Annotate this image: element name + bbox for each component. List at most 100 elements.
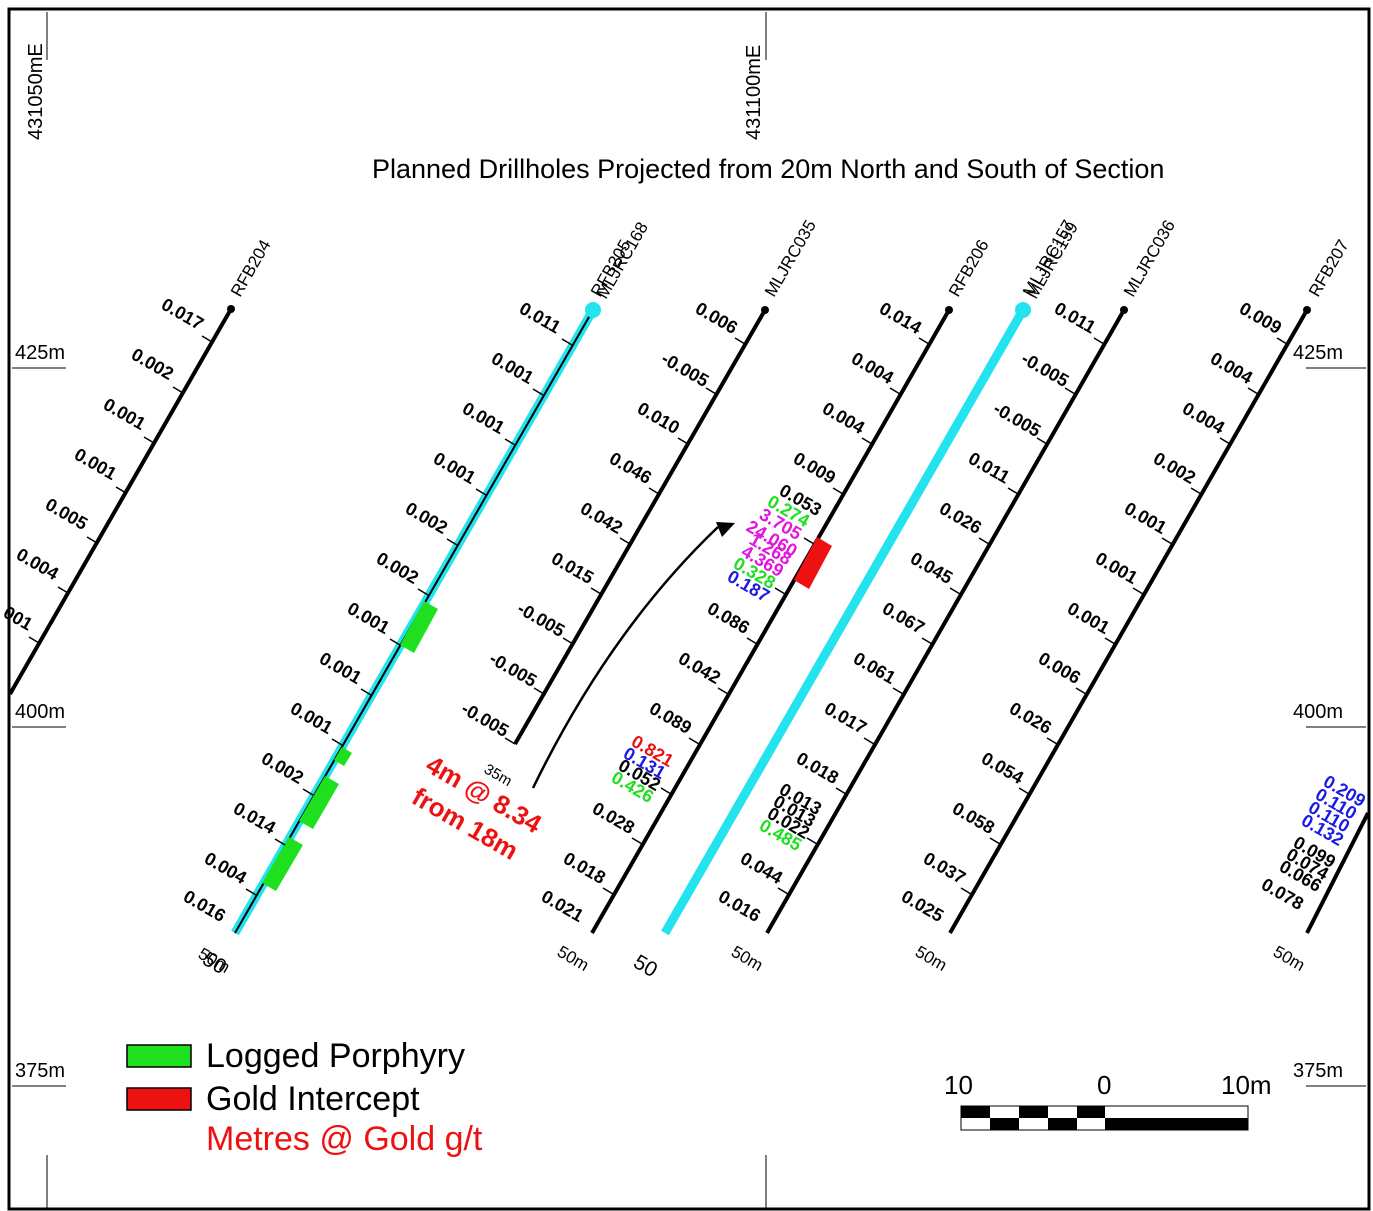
elev-label-425-left: 425m — [15, 342, 65, 364]
assay-value: 0.002 — [128, 344, 177, 384]
assay-value: 0.001 — [488, 348, 537, 388]
porphyry-interval — [400, 601, 438, 653]
scale-bar: 10 0 10m — [944, 1070, 1272, 1131]
assay-value: -0.005 — [990, 398, 1044, 441]
assay-value: 0.044 — [737, 848, 786, 888]
assay-value: 0.001 — [287, 698, 336, 738]
collar-marker — [1120, 306, 1128, 314]
assay-value: 0.045 — [907, 548, 956, 588]
assay-value: 0.001 — [459, 398, 508, 438]
assay-value: 0.001 — [1121, 498, 1170, 538]
assay-value: 0.054 — [978, 748, 1027, 788]
assay-value: 0.009 — [1236, 298, 1285, 338]
assay-value: 0.002 — [402, 498, 451, 538]
assay-value: -0.005 — [486, 648, 540, 691]
assay-value: 0.086 — [704, 598, 753, 638]
elev-label-425-right: 425m — [1293, 342, 1343, 364]
assay-value: 0.001 — [430, 448, 479, 488]
map-frame — [7, 7, 1371, 1211]
legend-label-gold: Gold Intercept — [206, 1080, 420, 1118]
legend-label-metres: Metres @ Gold g/t — [206, 1120, 483, 1158]
assay-value: -0.005 — [658, 348, 712, 391]
easting-label-431050: 431050mE — [25, 43, 47, 140]
scale-label-mid: 0 — [1097, 1070, 1111, 1100]
assay-value: 0.026 — [936, 498, 985, 538]
hole-name-label: RFB204 — [227, 236, 275, 300]
collar-marker — [227, 305, 235, 313]
scale-label-right: 10m — [1221, 1070, 1272, 1100]
assay-value: 0.017 — [821, 698, 870, 738]
assay-value: 001 — [0, 602, 36, 634]
assay-value: 0.004 — [848, 348, 897, 388]
assay-value: 0.015 — [548, 548, 597, 588]
assay-labels: 0.011 -0.005 -0.005 0.011 0.026 0.045 0.… — [715, 298, 1099, 926]
assay-value: 0.004 — [13, 544, 62, 584]
assay-value: 0.046 — [606, 448, 655, 488]
assay-value: 0.018 — [560, 848, 609, 888]
assay-value: 0.001 — [1092, 548, 1141, 588]
hole-name-label: MLJRC036 — [1120, 217, 1179, 300]
scale-label-left: 10 — [944, 1070, 973, 1100]
hole-rfb207: 0.209 0.110 0.110 0.132 0.099 0.074 0.06… — [1258, 771, 1370, 975]
hole-name-label: MLJRC168 — [593, 219, 652, 302]
assay-value: 0.001 — [344, 598, 393, 638]
porphyry-interval — [334, 747, 352, 766]
hole-rfb204: RFB204 0.017 0.002 0.001 0.001 0.005 0.0… — [0, 236, 275, 695]
collar-marker — [761, 306, 769, 314]
gold-intercept-interval — [794, 537, 832, 589]
assay-value: 0.005 — [42, 494, 91, 534]
assay-value: 0.017 — [158, 294, 207, 334]
assay-labels: 0.009 0.004 0.004 0.002 0.001 0.001 0.00… — [898, 298, 1285, 926]
assay-value: 0.025 — [898, 886, 947, 926]
elev-label-375-right: 375m — [1293, 1060, 1343, 1082]
assay-value: -0.005 — [514, 598, 568, 641]
assay-value: -0.005 — [458, 698, 512, 741]
assay-value: 0.018 — [793, 748, 842, 788]
assay-value: 0.042 — [577, 498, 626, 538]
assay-value: 0.016 — [180, 886, 229, 926]
assay-value: 0.011 — [965, 448, 1013, 487]
assay-value: 0.011 — [516, 298, 564, 337]
legend-swatch-gold — [126, 1087, 192, 1111]
assay-value: 0.014 — [876, 298, 925, 338]
assay-value: 0.002 — [373, 548, 422, 588]
sample-ticks — [602, 337, 930, 895]
assay-value: 0.004 — [1179, 398, 1228, 438]
assay-value: 0.016 — [715, 886, 764, 926]
depth-label: 50m — [728, 942, 766, 975]
assay-value: 0.067 — [879, 598, 928, 638]
assay-value: 0.006 — [1035, 648, 1084, 688]
assay-value: 0.004 — [201, 848, 250, 888]
sample-ticks — [504, 337, 746, 745]
hole-trace — [948, 309, 1309, 934]
assay-value: 0.004 — [1207, 348, 1256, 388]
depth-label: 50 — [630, 950, 662, 982]
elev-label-375-left: 375m — [15, 1060, 65, 1082]
assay-value: 0.026 — [1006, 698, 1055, 738]
assay-value: 0.001 — [316, 648, 365, 688]
porphyry-interval — [299, 776, 339, 829]
hole-trace — [590, 309, 951, 934]
assay-value: 0.006 — [692, 298, 741, 338]
assay-value: 0.002 — [1150, 448, 1199, 488]
assay-value: 0.042 — [675, 648, 724, 688]
assay-value: 0.010 — [634, 398, 683, 438]
depth-label: 50m — [1270, 942, 1308, 975]
hole-mljrc159: MLJRC157 MLJRC159 50 — [630, 217, 1082, 982]
hole-trace — [8, 308, 233, 695]
assay-value: 0.089 — [646, 698, 695, 738]
assay-labels: 0.014 0.004 0.004 0.009 0.053 0.274 3.70… — [538, 298, 925, 926]
easting-label-431100: 431100mE — [743, 45, 765, 140]
collar-marker — [1303, 306, 1311, 314]
legend: Logged Porphyry Gold Intercept Metres @ … — [126, 1037, 483, 1158]
assay-value: 0.037 — [920, 848, 969, 888]
collar-marker — [585, 302, 601, 318]
assay-value: -0.005 — [1018, 348, 1072, 391]
hole-name-label: RFB206 — [945, 236, 993, 300]
sample-ticks — [777, 337, 1105, 895]
collar-marker — [945, 306, 953, 314]
assay-value: 0.002 — [258, 748, 307, 788]
hole-rfb206: RFB206 0.014 0.004 0.004 0.009 0.053 0.2… — [538, 236, 993, 975]
hole-trace — [1305, 812, 1370, 934]
